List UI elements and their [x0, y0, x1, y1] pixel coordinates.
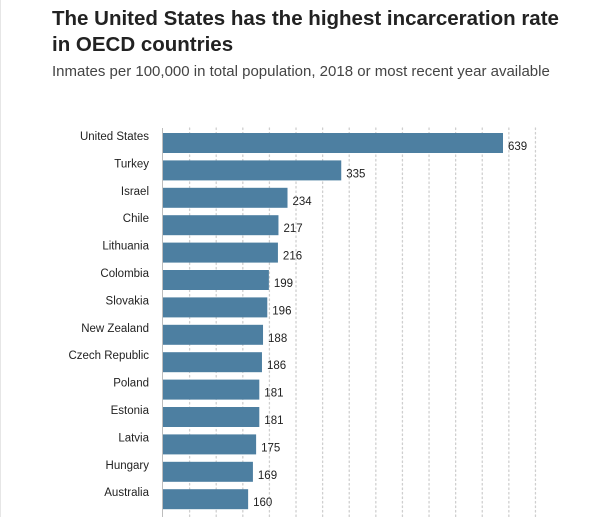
category-label: Poland — [113, 378, 149, 390]
left-border — [0, 0, 1, 517]
bar — [163, 160, 342, 181]
bar — [163, 434, 257, 455]
category-label: Estonia — [111, 405, 150, 417]
category-label: Turkey — [114, 158, 149, 170]
data-label: 199 — [274, 278, 293, 290]
bar — [163, 270, 269, 290]
bar — [163, 379, 260, 400]
data-label: 335 — [346, 168, 365, 180]
data-label: 181 — [264, 415, 283, 427]
data-label: 188 — [268, 333, 287, 345]
bar — [163, 324, 264, 345]
data-label: 639 — [508, 141, 527, 153]
category-label: Hungary — [106, 460, 150, 472]
category-label: United States — [80, 131, 149, 143]
data-label: 196 — [272, 305, 291, 317]
bar — [163, 133, 503, 153]
data-label: 169 — [258, 470, 277, 482]
data-label: 181 — [264, 388, 283, 400]
category-label: Slovakia — [106, 295, 150, 307]
data-label: 160 — [253, 497, 272, 509]
data-label: 217 — [283, 223, 302, 235]
bar — [163, 489, 249, 510]
category-label: Latvia — [118, 432, 149, 444]
bar — [163, 461, 253, 482]
data-label: 186 — [267, 360, 286, 372]
category-label: New Zealand — [81, 323, 149, 335]
category-label: Lithuania — [102, 241, 149, 253]
bar — [163, 242, 278, 263]
bar — [163, 297, 268, 318]
category-label: Israel — [121, 186, 149, 198]
bar-chart: United States 639 Turkey 335 Israel 234 Chile 2… — [68, 127, 537, 517]
category-label: Colombia — [100, 268, 149, 280]
data-label: 175 — [261, 442, 280, 454]
bar — [163, 187, 288, 208]
chart-subtitle: Inmates per 100,000 in total population,… — [52, 63, 550, 80]
bar — [163, 215, 279, 236]
bar — [163, 352, 262, 373]
category-label: Czech Republic — [68, 350, 149, 362]
data-label: 234 — [293, 196, 313, 208]
category-label: Chile — [123, 213, 149, 225]
data-label: 216 — [283, 251, 302, 263]
bar — [163, 407, 260, 427]
category-label: Australia — [104, 487, 149, 499]
chart-title: The United States has the highest incarc… — [52, 7, 559, 56]
